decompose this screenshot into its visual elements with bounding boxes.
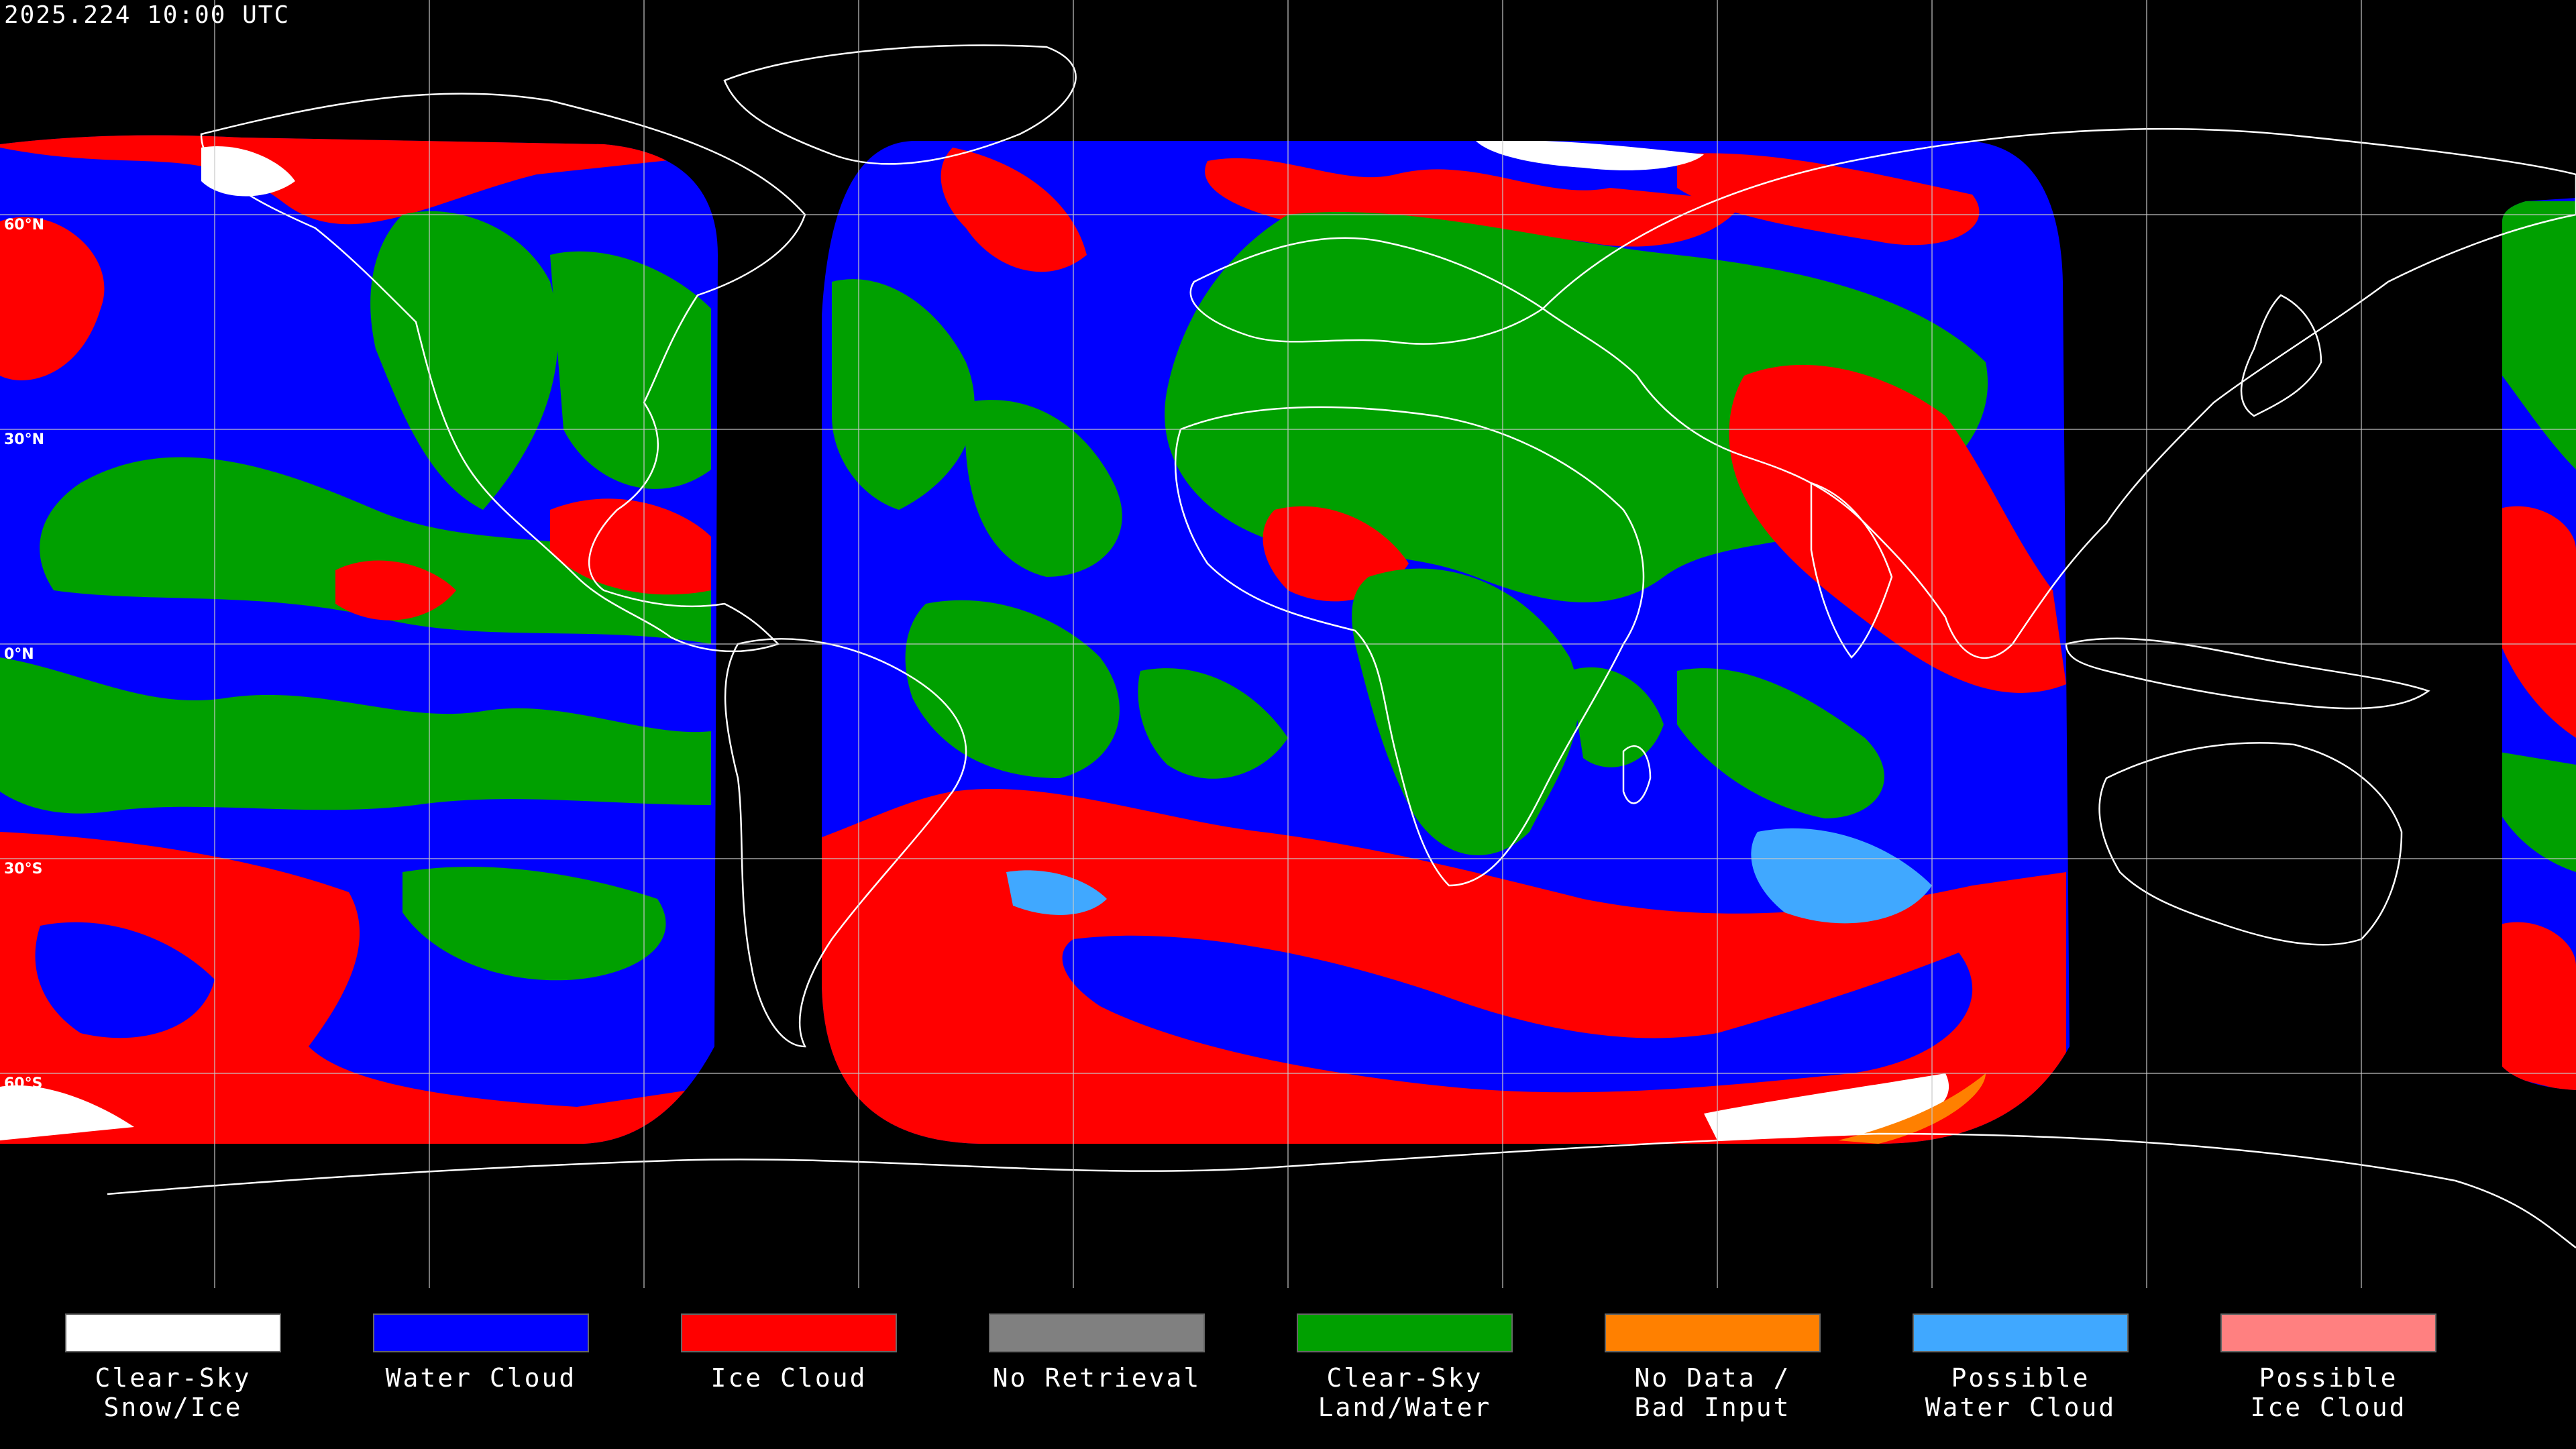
satellite-disk-east bbox=[2502, 198, 2576, 1090]
legend-item-possible-water-cloud: Possible Water Cloud bbox=[1907, 1313, 2135, 1422]
legend-item-clear-sky-land-water: Clear-Sky Land/Water bbox=[1291, 1313, 1519, 1422]
coastline-australia bbox=[2098, 742, 2403, 946]
legend-swatch bbox=[681, 1313, 897, 1352]
legend-item-possible-ice-cloud: Possible Ice Cloud bbox=[2214, 1313, 2443, 1422]
lat-label-60s: 60°S bbox=[4, 1075, 42, 1092]
latitude-labels: 60°N 30°N 0°N 30°S 60°S bbox=[4, 217, 44, 1092]
lat-label-30n: 30°N bbox=[4, 431, 44, 448]
legend-label: Ice Cloud bbox=[710, 1363, 867, 1393]
legend-label: Clear-Sky Land/Water bbox=[1318, 1363, 1492, 1422]
cloud-phase-map: 60°N 30°N 0°N 30°S 60°S bbox=[0, 0, 2576, 1288]
coastline-europe bbox=[1189, 237, 1545, 345]
coastline-greenland bbox=[723, 44, 1077, 165]
coastline-asia bbox=[1542, 127, 2576, 659]
legend-swatch bbox=[989, 1313, 1205, 1352]
legend-label: Water Cloud bbox=[385, 1363, 577, 1393]
legend-item-water-cloud: Water Cloud bbox=[367, 1313, 595, 1393]
legend-swatch bbox=[65, 1313, 281, 1352]
satellite-disk-west bbox=[0, 135, 718, 1144]
legend-item-no-retrieval: No Retrieval bbox=[983, 1313, 1211, 1393]
lat-label-60n: 60°N bbox=[4, 217, 44, 233]
legend-swatch bbox=[1913, 1313, 2129, 1352]
coastline-indonesia bbox=[2065, 637, 2430, 710]
legend-swatch bbox=[1605, 1313, 1821, 1352]
coastline-antarctica bbox=[107, 1132, 2576, 1248]
legend-label: No Data / Bad Input bbox=[1634, 1363, 1791, 1422]
legend-swatch bbox=[2220, 1313, 2436, 1352]
legend-label: Clear-Sky Snow/Ice bbox=[95, 1363, 252, 1422]
coastline-madagascar bbox=[1622, 745, 1652, 804]
legend-swatch bbox=[1297, 1313, 1513, 1352]
coastline-india bbox=[1810, 482, 1893, 659]
graticule bbox=[0, 0, 2576, 1288]
lat-label-30s: 30°S bbox=[4, 861, 42, 877]
coastline-north-america bbox=[200, 93, 806, 653]
legend-label: Possible Ice Cloud bbox=[2250, 1363, 2407, 1422]
legend-label: No Retrieval bbox=[992, 1363, 1201, 1393]
legend-item-no-data-bad-input: No Data / Bad Input bbox=[1599, 1313, 1827, 1422]
lat-label-0n: 0°N bbox=[4, 646, 34, 663]
legend-swatch bbox=[373, 1313, 589, 1352]
coastline-south-america bbox=[724, 638, 967, 1048]
legend-item-clear-sky-snow-ice: Clear-Sky Snow/Ice bbox=[59, 1313, 287, 1422]
satellite-disk-center bbox=[822, 141, 2070, 1144]
legend-item-ice-cloud: Ice Cloud bbox=[675, 1313, 903, 1393]
coastline-japan bbox=[2240, 294, 2322, 417]
legend-label: Possible Water Cloud bbox=[1925, 1363, 2116, 1422]
legend: Clear-Sky Snow/Ice Water Cloud Ice Cloud… bbox=[0, 1289, 2576, 1449]
timestamp: 2025.224 10:00 UTC bbox=[4, 1, 290, 29]
